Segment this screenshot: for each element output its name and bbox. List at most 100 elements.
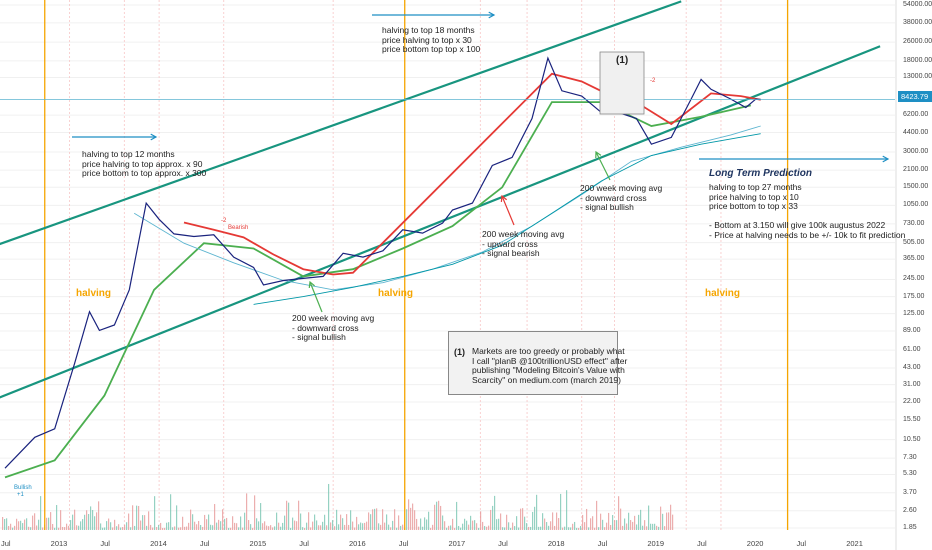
volume-bar [278, 522, 280, 530]
volume-bar [164, 527, 166, 530]
x-tick-label: 2015 [249, 539, 267, 548]
volume-bar [226, 517, 228, 530]
volume-bar [370, 514, 372, 530]
volume-bar [154, 496, 156, 530]
volume-bar [516, 516, 518, 530]
volume-bar [422, 526, 424, 530]
volume-bar [630, 520, 632, 530]
volume-bar [382, 509, 384, 530]
volume-bar [30, 527, 32, 530]
volume-bar [668, 512, 670, 530]
arrow-halving2-head [488, 11, 496, 19]
volume-bar [526, 523, 528, 530]
volume-bar [140, 520, 142, 530]
ma-series-1 [183, 72, 761, 276]
volume-bar [232, 516, 234, 530]
y-tick-label: 54000.00 [903, 1, 932, 8]
volume-bar [76, 525, 78, 530]
volume-bar [24, 519, 26, 530]
volume-bar [450, 525, 452, 530]
volume-bar [402, 524, 404, 530]
volume-bar [328, 483, 330, 530]
volume-bar [248, 520, 250, 530]
volume-bar [554, 525, 556, 530]
y-tick-label: 245.00 [903, 275, 925, 283]
x-tick-label: Jul [100, 539, 110, 548]
volume-bar [598, 527, 600, 530]
volume-bar [120, 527, 122, 530]
volume-bar [188, 522, 190, 530]
volume-bar [458, 525, 460, 530]
volume-bar [416, 518, 418, 530]
volume-bar [186, 526, 188, 530]
note-box-text: Markets are too greedy or probably what … [472, 346, 628, 385]
volume-bar [320, 525, 322, 530]
x-tick-label: 2017 [448, 539, 466, 548]
volume-bar [270, 525, 272, 530]
volume-bar [424, 517, 426, 530]
ma-series-2 [133, 125, 761, 291]
volume-bar [104, 527, 106, 530]
volume-bar [292, 517, 294, 530]
volume-bar [314, 514, 316, 530]
volume-bar [592, 516, 594, 530]
note-box [448, 331, 618, 395]
x-tick-label: Jul [299, 539, 309, 548]
volume-bar [94, 516, 96, 530]
volume-bar [126, 522, 128, 530]
volume-bar [410, 507, 412, 530]
volume-bar [342, 518, 344, 530]
volume-bar [332, 520, 334, 530]
volume-bar [166, 522, 168, 530]
x-tick-label: 2014 [150, 539, 167, 548]
arrow-ma-2019-head [595, 150, 602, 159]
volume-bar [70, 520, 72, 530]
y-tick-label: 505.00 [903, 238, 925, 246]
volume-bar [268, 526, 270, 530]
volume-bar [632, 521, 634, 530]
volume-bar [454, 527, 456, 530]
volume-bar [46, 517, 48, 530]
volume-bar [622, 525, 624, 530]
volume-bar [264, 521, 266, 530]
volume-bar [262, 523, 264, 530]
volume-bar [36, 525, 38, 530]
volume-bar [98, 501, 100, 530]
y-tick-label: 5.30 [903, 470, 917, 478]
volume-bar [600, 513, 602, 530]
volume-bar [572, 523, 574, 530]
volume-bar [258, 521, 260, 530]
arrow-halving1-head [150, 133, 158, 141]
volume-bar [78, 525, 80, 530]
volume-bar [136, 505, 138, 530]
volume-bar [336, 509, 338, 530]
volume-bar [8, 525, 10, 530]
volume-bar [654, 523, 656, 530]
volume-bar [372, 509, 374, 530]
volume-bar [564, 526, 566, 530]
bearish-tag: Bearish [228, 225, 249, 231]
volume-bar [532, 511, 534, 530]
x-tick-label: Jul [0, 539, 11, 548]
volume-bar [192, 514, 194, 530]
volume-bar [306, 522, 308, 530]
current-price-badge: 8423.79 [898, 91, 932, 102]
volume-bar [356, 516, 358, 530]
volume-bar [244, 512, 246, 530]
volume-bar [492, 505, 494, 530]
volume-bar [330, 522, 332, 530]
volume-bar [460, 527, 462, 530]
volume-bar [240, 516, 242, 530]
y-tick-label: 365.00 [903, 255, 925, 263]
volume-bar [594, 527, 596, 530]
volume-bar [548, 525, 550, 530]
volume-bar [392, 520, 394, 530]
volume-bar [276, 512, 278, 530]
volume-bar [374, 508, 376, 530]
volume-bar [172, 527, 174, 530]
volume-bar [560, 493, 562, 530]
volume-bar [236, 523, 238, 530]
volume-bar [434, 504, 436, 530]
volume-bar [496, 519, 498, 530]
y-tick-label: 61.00 [903, 346, 921, 354]
